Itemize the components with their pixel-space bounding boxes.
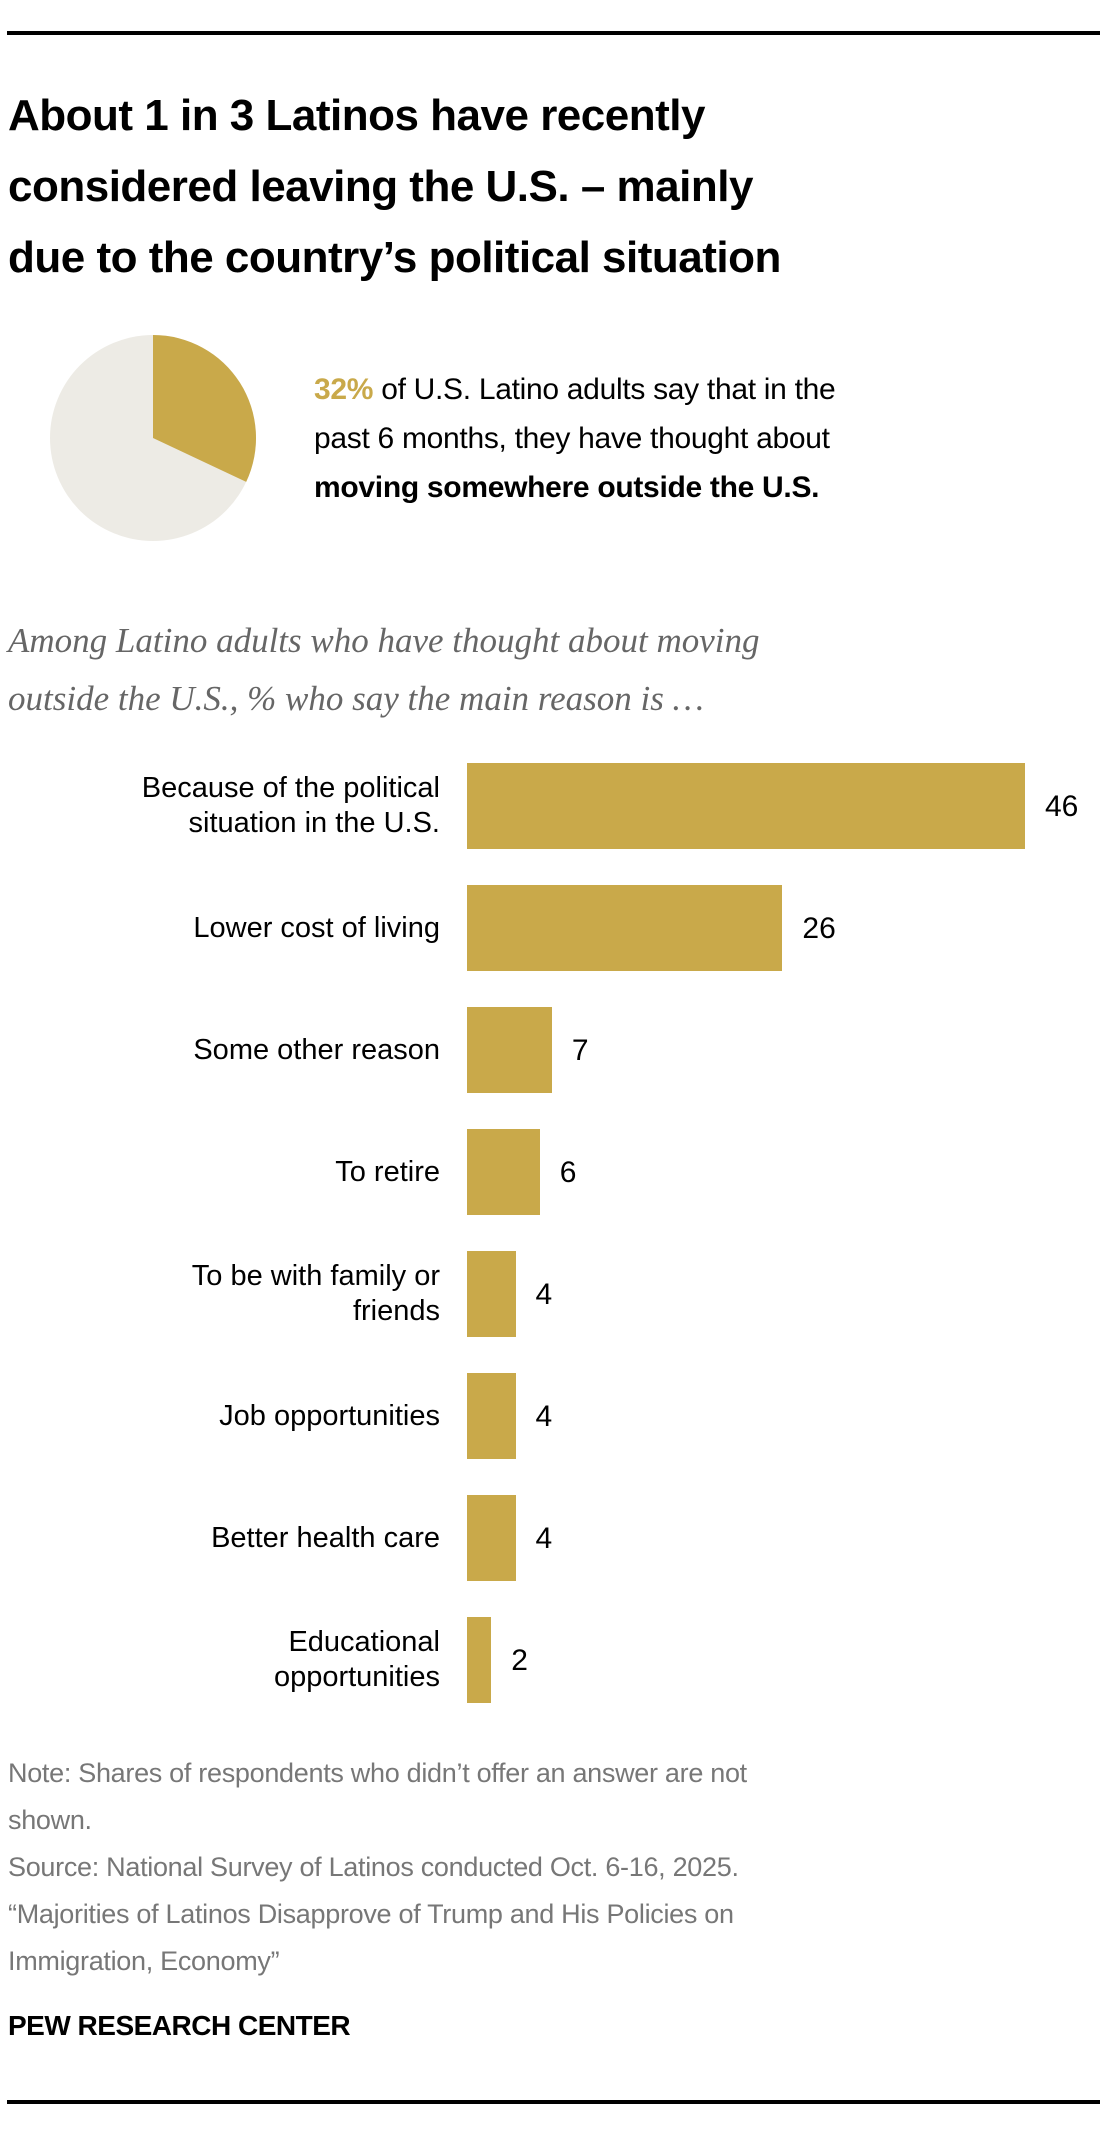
bar bbox=[467, 1251, 516, 1337]
category-label-line: Job opportunities bbox=[219, 1399, 440, 1432]
category-label: Better health care bbox=[211, 1521, 440, 1556]
brand-label: PEW RESEARCH CENTER bbox=[8, 2010, 351, 2041]
bar bbox=[467, 763, 1025, 849]
source-line: Immigration, Economy” bbox=[8, 1946, 280, 1976]
source-line: Source: National Survey of Latinos condu… bbox=[8, 1852, 739, 1882]
callout-line1: of U.S. Latino adults say that in the bbox=[373, 373, 836, 406]
callout-line2: past 6 months, they have thought about bbox=[314, 422, 830, 455]
category-label-line: opportunities bbox=[273, 1661, 440, 1693]
callout-percent: 32% bbox=[314, 373, 374, 406]
footer-notes: Note: Shares of respondents who didn’t o… bbox=[8, 1750, 747, 1985]
category-label-line: situation in the U.S. bbox=[188, 807, 440, 839]
subtitle-line: Among Latino adults who have thought abo… bbox=[8, 621, 760, 660]
bar bbox=[467, 1495, 516, 1581]
category-label: Some other reason bbox=[193, 1033, 440, 1068]
chart-subtitle: Among Latino adults who have thought abo… bbox=[8, 612, 760, 728]
bar-value-label: 26 bbox=[802, 912, 836, 945]
category-label-line: Because of the political bbox=[141, 772, 440, 804]
category-label-line: friends bbox=[352, 1295, 440, 1327]
source-line: “Majorities of Latinos Disapprove of Tru… bbox=[8, 1899, 734, 1929]
category-label-line: To be with family or bbox=[191, 1260, 440, 1292]
category-label-line: Better health care bbox=[211, 1521, 440, 1554]
category-label: Because of the political situation in the… bbox=[142, 771, 440, 841]
category-label-line: Some other reason bbox=[193, 1033, 440, 1066]
pie-slice-value bbox=[153, 335, 256, 482]
category-label: To retire bbox=[335, 1155, 440, 1190]
note-line: shown. bbox=[8, 1805, 92, 1835]
callout-line3: moving somewhere outside the U.S. bbox=[314, 471, 820, 504]
category-label-line: Lower cost of living bbox=[193, 911, 440, 944]
chart-title: About 1 in 3 Latinos have recently consi… bbox=[8, 80, 781, 293]
subtitle-line: outside the U.S., % who say the main rea… bbox=[8, 679, 704, 718]
bar-value-label: 4 bbox=[535, 1522, 553, 1555]
bar-value-label: 6 bbox=[559, 1156, 577, 1189]
bar-value-label: 7 bbox=[571, 1034, 589, 1067]
bar-value-label: 46 bbox=[1045, 790, 1079, 823]
category-label: Job opportunities bbox=[219, 1399, 440, 1434]
callout-text: 32% of U.S. Latino adults say that in th… bbox=[314, 365, 836, 512]
category-label-line: To retire bbox=[335, 1155, 440, 1188]
title-line: About 1 in 3 Latinos have recently bbox=[8, 91, 705, 140]
category-label: Educational opportunities bbox=[274, 1625, 440, 1695]
bottom-rule bbox=[7, 2100, 1100, 2104]
note-line: Note: Shares of respondents who didn’t o… bbox=[8, 1758, 747, 1788]
category-label: Lower cost of living bbox=[193, 911, 440, 946]
bar-value-label: 4 bbox=[535, 1400, 553, 1433]
bar bbox=[467, 1129, 540, 1215]
bar bbox=[467, 1617, 492, 1703]
top-rule bbox=[7, 31, 1100, 35]
bar-value-label: 4 bbox=[535, 1278, 553, 1311]
category-label-line: Educational bbox=[288, 1626, 440, 1658]
title-line: due to the country’s political situation bbox=[8, 233, 781, 282]
pie-chart bbox=[50, 335, 256, 541]
bar bbox=[467, 1373, 516, 1459]
title-line: considered leaving the U.S. – mainly bbox=[8, 162, 753, 211]
category-label: To be with family or friends bbox=[192, 1259, 440, 1329]
bar bbox=[467, 1007, 552, 1093]
bar-value-label: 2 bbox=[511, 1644, 528, 1677]
bar bbox=[467, 885, 783, 971]
